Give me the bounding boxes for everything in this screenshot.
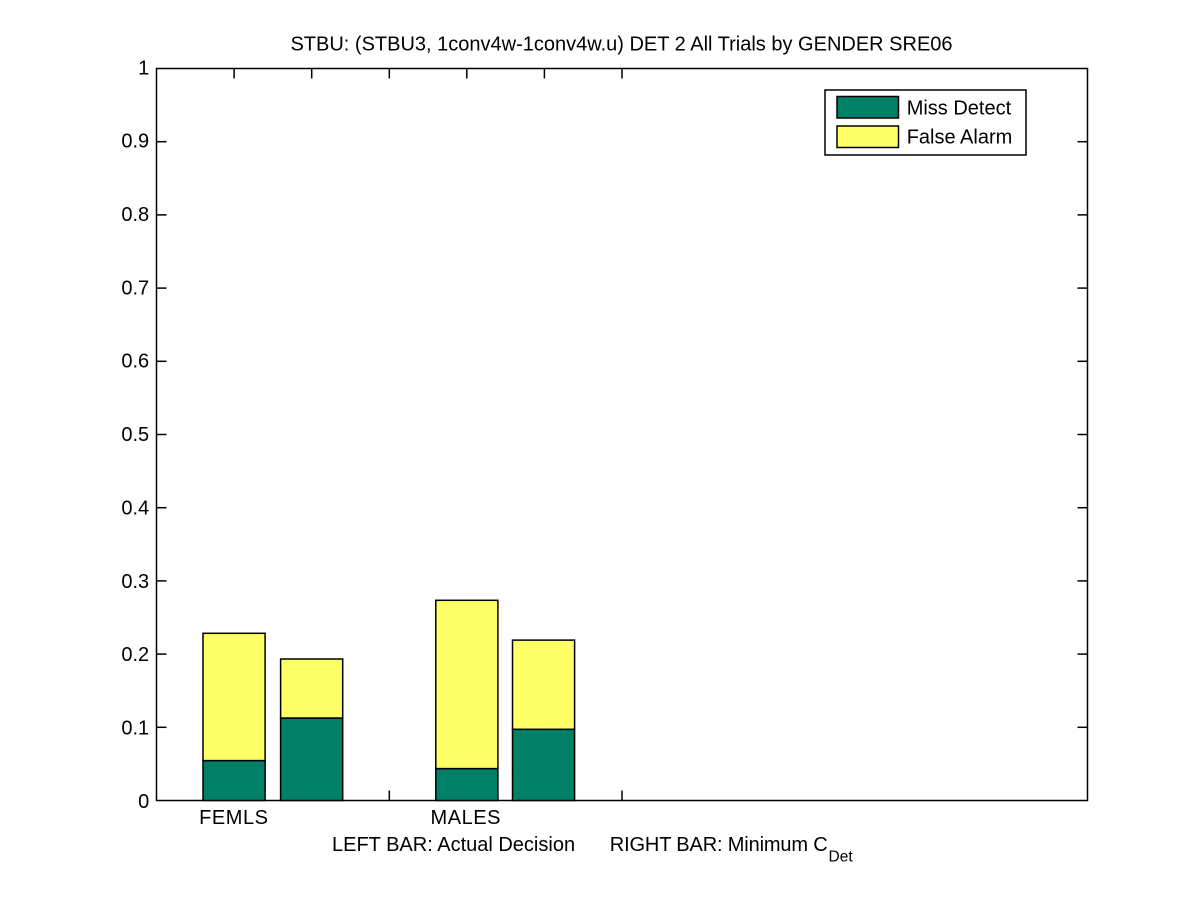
svg-text:False Alarm: False Alarm: [907, 127, 1013, 149]
svg-text:FEMLS: FEMLS: [199, 807, 268, 829]
svg-text:Miss Detect: Miss Detect: [907, 98, 1012, 120]
svg-text:0.5: 0.5: [121, 424, 149, 446]
svg-text:Det: Det: [829, 849, 854, 866]
svg-text:0.7: 0.7: [121, 277, 149, 299]
svg-text:0.6: 0.6: [121, 351, 149, 373]
svg-text:STBU: (STBU3, 1conv4w-1conv4w.: STBU: (STBU3, 1conv4w-1conv4w.u) DET 2 A…: [290, 34, 952, 56]
svg-text:LEFT BAR: Actual Decision: LEFT BAR: Actual Decision: [332, 834, 575, 856]
svg-text:0.9: 0.9: [121, 131, 149, 153]
svg-text:0.8: 0.8: [121, 204, 149, 226]
svg-text:MALES: MALES: [431, 807, 502, 829]
svg-text:0: 0: [138, 791, 149, 813]
svg-text:0.4: 0.4: [121, 497, 149, 519]
svg-text:1: 1: [138, 57, 149, 79]
svg-text:0.1: 0.1: [121, 718, 149, 740]
svg-text:0.3: 0.3: [121, 571, 149, 593]
svg-text:0.2: 0.2: [121, 644, 149, 666]
svg-text:RIGHT BAR: Minimum C: RIGHT BAR: Minimum C: [610, 834, 828, 856]
